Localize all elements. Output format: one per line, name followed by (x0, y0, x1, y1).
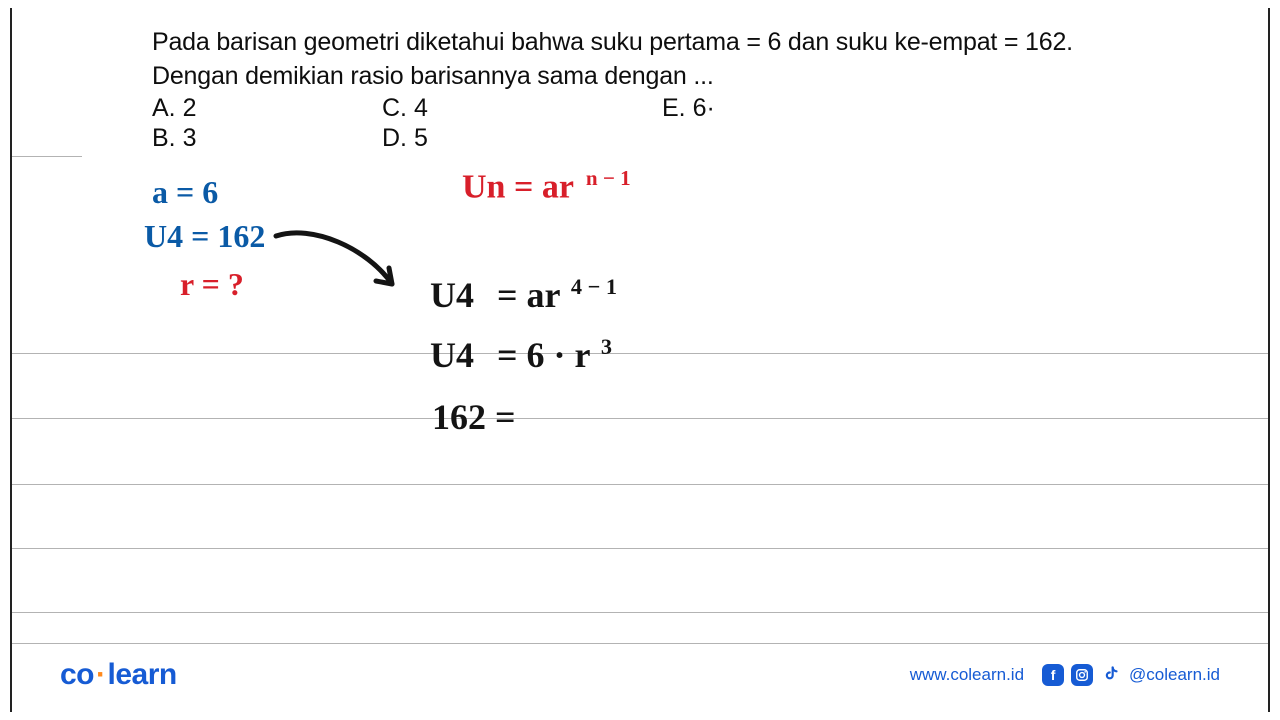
given-u4: U4 = 162 (144, 218, 265, 255)
rule-line (12, 548, 1268, 549)
find-r: r = ? (180, 266, 244, 303)
work-u4-l1-exp: 4 − 1 (571, 274, 617, 299)
option-b: B. 3 (152, 124, 382, 154)
question-text: Pada barisan geometri diketahui bahwa su… (152, 26, 1152, 92)
option-c: C. 4 (382, 94, 662, 124)
option-a: A. 2 (152, 94, 382, 124)
work-u4-line1: U4 = ar 4 − 1 (430, 274, 617, 316)
brand-dot-icon: · (94, 658, 108, 691)
page-frame: Pada barisan geometri diketahui bahwa su… (10, 8, 1270, 712)
rule-line (12, 612, 1268, 613)
arrow-icon (272, 228, 412, 308)
brand-left: co (60, 658, 94, 691)
work-u4-line2: U4 = 6 · r 3 (430, 334, 612, 376)
answer-options: A. 2 C. 4 E. 6· B. 3 D. 5 (152, 94, 862, 154)
work-u4-l1-eq: = ar (497, 275, 560, 315)
work-u4-l1-left: U4 (430, 275, 474, 315)
brand-right: learn (108, 658, 177, 691)
formula-un-body: Un = ar (462, 168, 573, 205)
rule-line (12, 156, 82, 157)
option-e: E. 6· (662, 94, 862, 124)
work-u4-l2-exp: 3 (601, 334, 612, 359)
rule-line (12, 353, 1268, 354)
footer-url: www.colearn.id (910, 665, 1024, 685)
work-sub-162: 162 = (432, 396, 516, 438)
question-line-1: Pada barisan geometri diketahui bahwa su… (152, 26, 1152, 58)
social-icons: f @colearn.id (1042, 664, 1220, 686)
question-line-2: Dengan demikian rasio barisannya sama de… (152, 60, 1152, 92)
given-a: a = 6 (152, 174, 218, 211)
footer-handle: @colearn.id (1129, 665, 1220, 685)
rule-line (12, 418, 1268, 419)
formula-un-exp: n − 1 (586, 166, 631, 190)
work-u4-l2-left: U4 (430, 335, 474, 375)
option-d: D. 5 (382, 124, 662, 154)
brand-logo: co·learn (60, 658, 177, 692)
footer-right: www.colearn.id f @colearn.id (910, 664, 1220, 686)
formula-un: Un = ar n − 1 (462, 166, 631, 206)
footer: co·learn www.colearn.id f @colearn.id (12, 642, 1268, 712)
instagram-icon (1071, 664, 1093, 686)
rule-line (12, 484, 1268, 485)
work-u4-l2-eq: = 6 · r (497, 335, 590, 375)
tiktok-icon (1100, 664, 1122, 686)
facebook-icon: f (1042, 664, 1064, 686)
